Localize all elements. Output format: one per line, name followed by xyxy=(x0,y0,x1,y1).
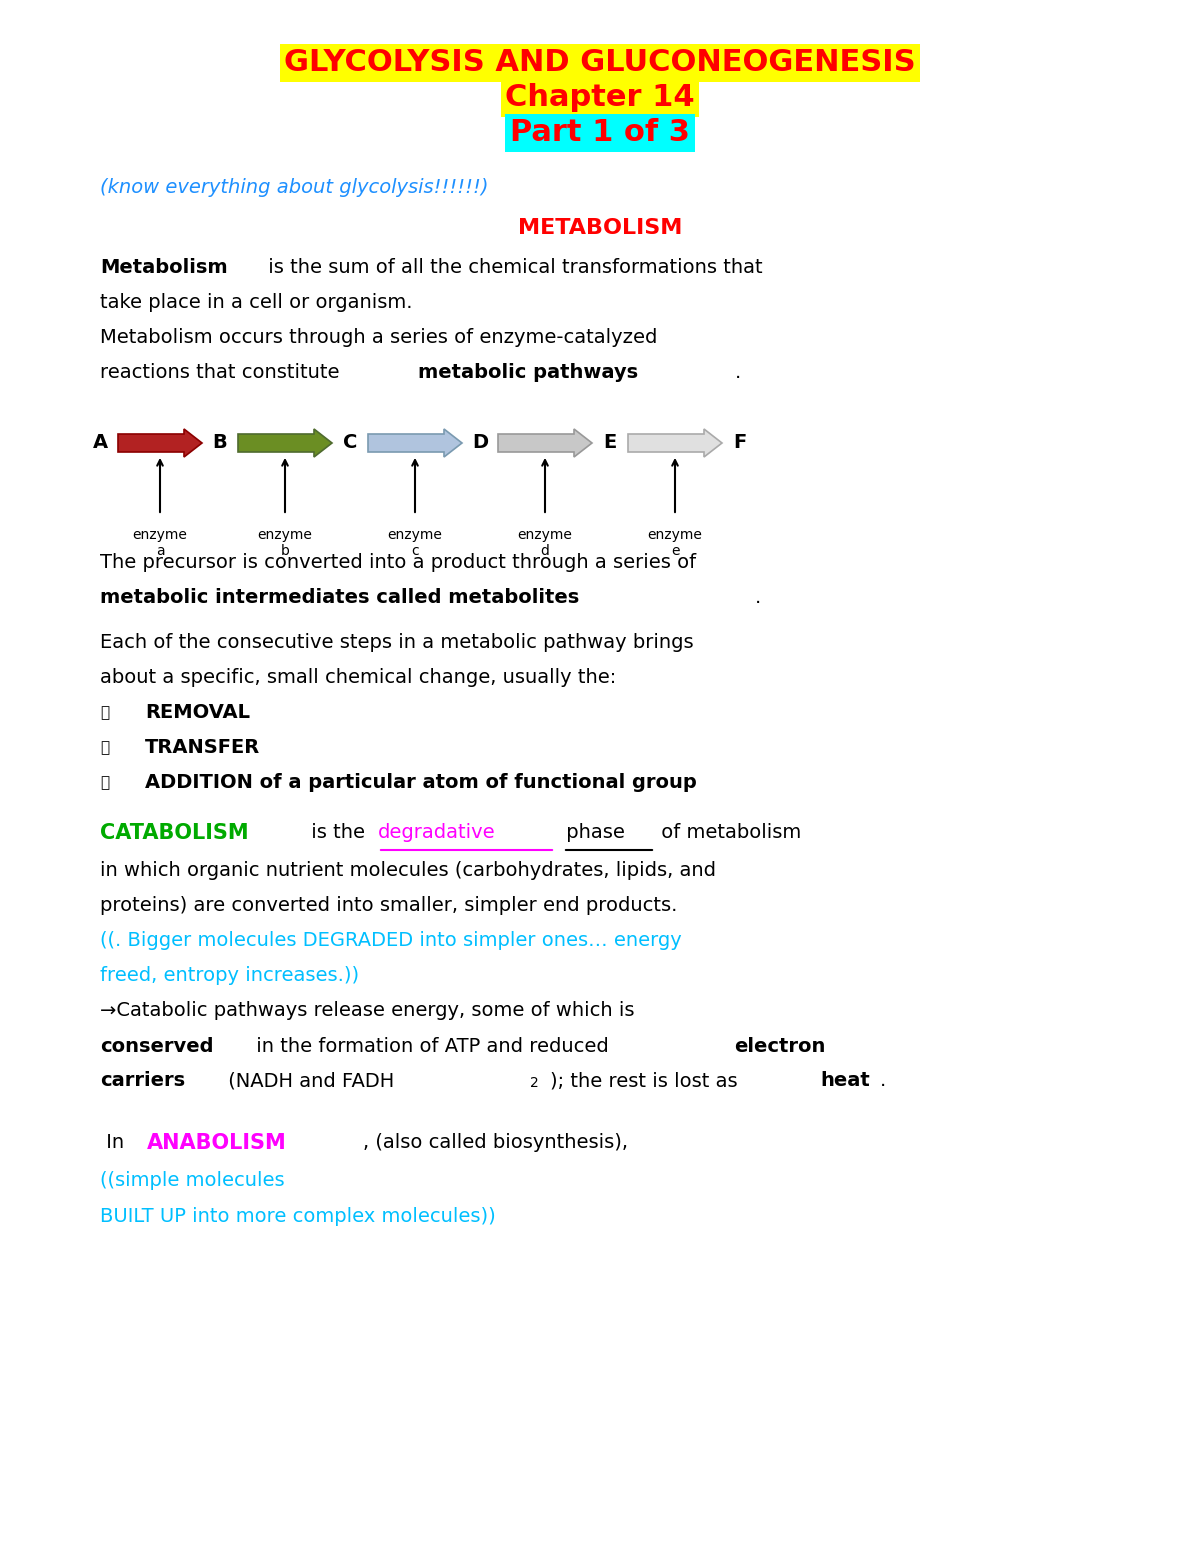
Text: is the: is the xyxy=(305,823,371,842)
Text: enzyme
e: enzyme e xyxy=(648,528,702,558)
Text: GLYCOLYSIS AND GLUCONEOGENESIS: GLYCOLYSIS AND GLUCONEOGENESIS xyxy=(284,48,916,78)
Text: carriers: carriers xyxy=(100,1072,185,1090)
Text: in the formation of ATP and reduced: in the formation of ATP and reduced xyxy=(250,1036,616,1056)
Text: ANABOLISM: ANABOLISM xyxy=(148,1134,287,1152)
Text: metabolic pathways: metabolic pathways xyxy=(418,363,638,382)
Text: Part 1 of 3: Part 1 of 3 xyxy=(510,118,690,148)
Text: ADDITION of a particular atom of functional group: ADDITION of a particular atom of functio… xyxy=(145,773,697,792)
Text: (NADH and FADH: (NADH and FADH xyxy=(222,1072,395,1090)
Text: B: B xyxy=(212,433,227,452)
Text: CATABOLISM: CATABOLISM xyxy=(100,823,248,843)
Text: 📖: 📖 xyxy=(100,705,109,721)
Text: 📖: 📖 xyxy=(100,775,109,790)
Text: REMOVAL: REMOVAL xyxy=(145,704,250,722)
Text: D: D xyxy=(472,433,488,452)
Text: reactions that constitute: reactions that constitute xyxy=(100,363,346,382)
Text: enzyme
a: enzyme a xyxy=(132,528,187,558)
Text: Metabolism: Metabolism xyxy=(100,258,228,278)
Text: heat: heat xyxy=(820,1072,870,1090)
Text: 2: 2 xyxy=(530,1076,539,1090)
Text: The precursor is converted into a product through a series of: The precursor is converted into a produc… xyxy=(100,553,696,573)
Text: about a specific, small chemical change, usually the:: about a specific, small chemical change,… xyxy=(100,668,617,688)
Text: A: A xyxy=(92,433,108,452)
Text: ((. Bigger molecules DEGRADED into simpler ones… energy: ((. Bigger molecules DEGRADED into simpl… xyxy=(100,932,682,950)
Text: of metabolism: of metabolism xyxy=(655,823,802,842)
Text: electron: electron xyxy=(734,1036,826,1056)
Text: freed, entropy increases.)): freed, entropy increases.)) xyxy=(100,966,359,986)
Text: Metabolism occurs through a series of enzyme-catalyzed: Metabolism occurs through a series of en… xyxy=(100,329,658,348)
Text: (know everything about glycolysis!!!!!!): (know everything about glycolysis!!!!!!) xyxy=(100,179,488,197)
FancyArrow shape xyxy=(628,429,722,457)
Text: in which organic nutrient molecules (carbohydrates, lipids, and: in which organic nutrient molecules (car… xyxy=(100,862,716,881)
FancyArrow shape xyxy=(498,429,592,457)
Text: →Catabolic pathways release energy, some of which is: →Catabolic pathways release energy, some… xyxy=(100,1002,635,1020)
Text: Each of the consecutive steps in a metabolic pathway brings: Each of the consecutive steps in a metab… xyxy=(100,634,694,652)
Text: C: C xyxy=(343,433,358,452)
Text: enzyme
c: enzyme c xyxy=(388,528,443,558)
Text: .: . xyxy=(880,1072,887,1090)
Text: In: In xyxy=(100,1134,131,1152)
Text: enzyme
b: enzyme b xyxy=(258,528,312,558)
FancyArrow shape xyxy=(368,429,462,457)
Text: TRANSFER: TRANSFER xyxy=(145,739,260,758)
Text: ); the rest is lost as: ); the rest is lost as xyxy=(550,1072,744,1090)
Text: proteins) are converted into smaller, simpler end products.: proteins) are converted into smaller, si… xyxy=(100,896,677,916)
FancyArrow shape xyxy=(238,429,332,457)
Text: .: . xyxy=(734,363,742,382)
Text: enzyme
d: enzyme d xyxy=(517,528,572,558)
Text: degradative: degradative xyxy=(378,823,496,842)
Text: phase: phase xyxy=(560,823,625,842)
Text: take place in a cell or organism.: take place in a cell or organism. xyxy=(100,294,413,312)
Text: F: F xyxy=(733,433,746,452)
Text: ((simple molecules: ((simple molecules xyxy=(100,1171,284,1191)
Text: is the sum of all the chemical transformations that: is the sum of all the chemical transform… xyxy=(262,258,763,278)
Text: METABOLISM: METABOLISM xyxy=(518,217,682,238)
Text: .: . xyxy=(755,589,761,607)
Text: E: E xyxy=(604,433,617,452)
FancyArrow shape xyxy=(118,429,202,457)
Text: , (also called biosynthesis),: , (also called biosynthesis), xyxy=(364,1134,635,1152)
Text: BUILT UP into more complex molecules)): BUILT UP into more complex molecules)) xyxy=(100,1207,496,1225)
Text: metabolic intermediates called metabolites: metabolic intermediates called metabolit… xyxy=(100,589,580,607)
Text: 📖: 📖 xyxy=(100,741,109,755)
Text: conserved: conserved xyxy=(100,1036,214,1056)
Text: Chapter 14: Chapter 14 xyxy=(505,84,695,112)
